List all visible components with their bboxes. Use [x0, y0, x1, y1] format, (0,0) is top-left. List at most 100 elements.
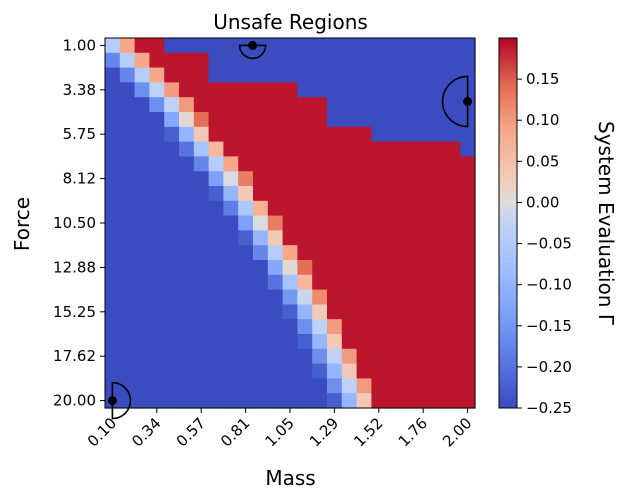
heatmap-cell	[149, 260, 165, 276]
heatmap-cell	[267, 245, 284, 261]
heatmap-cell	[208, 38, 224, 54]
heatmap-cell	[119, 245, 136, 261]
heatmap-cell	[193, 378, 210, 394]
heatmap-cell	[401, 245, 417, 261]
y-tick-label: 17.62	[53, 347, 96, 365]
heatmap-cell	[238, 156, 254, 172]
heatmap-cell	[105, 52, 121, 69]
x-tick-label: 0.34	[128, 414, 164, 450]
y-tick-label: 20.00	[53, 392, 96, 410]
heatmap-cell	[164, 260, 180, 276]
heatmap-cell	[134, 156, 150, 172]
heatmap-cell	[356, 348, 372, 365]
heatmap-cell	[238, 200, 254, 217]
heatmap-cell	[312, 186, 328, 202]
heatmap-cell	[253, 200, 269, 217]
heatmap-cell	[460, 260, 476, 276]
heatmap-cell	[356, 260, 372, 276]
x-tick-label: 2.00	[439, 414, 475, 450]
heatmap-cell	[119, 378, 136, 394]
heatmap-cell	[371, 378, 387, 394]
heatmap-cell	[105, 230, 121, 246]
heatmap-cell	[297, 304, 313, 320]
heatmap-cell	[208, 230, 224, 246]
colorbar-tick-label: −0.15	[526, 317, 572, 335]
colorbar-label: System Evaluation Γ	[594, 121, 618, 326]
heatmap-cell	[386, 304, 402, 320]
heatmap-cell	[134, 245, 150, 261]
colorbar-tick-label: 0.00	[526, 193, 559, 211]
heatmap-cell	[119, 126, 136, 143]
heatmap-cell	[356, 82, 372, 98]
heatmap-cell	[460, 274, 476, 291]
heatmap-cell	[430, 348, 446, 365]
marker-half-disc	[441, 75, 469, 128]
heatmap-cell	[401, 97, 417, 113]
heatmap-cell	[460, 334, 476, 350]
heatmap-cell	[282, 334, 298, 350]
heatmap-cell	[193, 82, 210, 98]
heatmap-cell	[445, 304, 461, 320]
colorbar-tick-label: 0.05	[526, 152, 559, 170]
heatmap-cell	[134, 52, 150, 69]
heatmap-cell	[415, 274, 432, 291]
heatmap-cell	[253, 141, 269, 157]
heatmap-cell	[105, 334, 121, 350]
heatmap-cell	[134, 334, 150, 350]
heatmap-cell	[105, 200, 121, 217]
heatmap-cell	[386, 319, 402, 335]
colorbar-tick-label: −0.20	[526, 358, 572, 376]
heatmap-cell	[267, 378, 284, 394]
heatmap-cell	[401, 156, 417, 172]
heatmap-cell	[460, 126, 476, 143]
heatmap-cell	[445, 215, 461, 231]
heatmap-cell	[430, 141, 446, 157]
heatmap-cell	[105, 245, 121, 261]
heatmap-cell	[386, 363, 402, 379]
heatmap-cell	[134, 141, 150, 157]
heatmap-cell	[401, 260, 417, 276]
markers	[107, 40, 473, 420]
heatmap-cell	[223, 141, 239, 157]
heatmap-cell	[327, 260, 343, 276]
heatmap-cell	[401, 274, 417, 291]
heatmap-cell	[460, 186, 476, 202]
heatmap-cell	[356, 393, 372, 409]
heatmap-cell	[164, 304, 180, 320]
heatmap-cell	[430, 230, 446, 246]
marker-half-disc	[238, 44, 267, 60]
heatmap-cell	[164, 38, 180, 54]
heatmap-cell	[253, 378, 269, 394]
heatmap-cell	[149, 52, 165, 69]
heatmap-cell	[193, 215, 210, 231]
y-tick-label: 12.88	[53, 258, 96, 276]
heatmap-cell	[460, 319, 476, 335]
heatmap-cell	[193, 200, 210, 217]
heatmap-cell	[238, 260, 254, 276]
heatmap-cell	[356, 38, 372, 54]
heatmap-cell	[371, 156, 387, 172]
heatmap-cell	[460, 171, 476, 187]
heatmap-cell	[193, 334, 210, 350]
heatmap-cell	[134, 67, 150, 83]
heatmap-cell	[371, 126, 387, 143]
heatmap-cell	[105, 186, 121, 202]
heatmap-cell	[341, 260, 358, 276]
heatmap-cell	[327, 378, 343, 394]
heatmap-cells	[105, 38, 476, 409]
heatmap-cell	[238, 334, 254, 350]
heatmap-cell	[253, 171, 269, 187]
heatmap-cell	[430, 171, 446, 187]
heatmap-cell	[401, 289, 417, 305]
heatmap-cell	[341, 38, 358, 54]
heatmap-cell	[105, 141, 121, 157]
heatmap-cell	[223, 112, 239, 128]
heatmap-cell	[105, 171, 121, 187]
heatmap-cell	[356, 319, 372, 335]
heatmap-cell	[179, 67, 195, 83]
heatmap-cell	[105, 215, 121, 231]
heatmap-cell	[371, 82, 387, 98]
heatmap-cell	[208, 215, 224, 231]
heatmap-cell	[356, 171, 372, 187]
heatmap-cell	[297, 186, 313, 202]
